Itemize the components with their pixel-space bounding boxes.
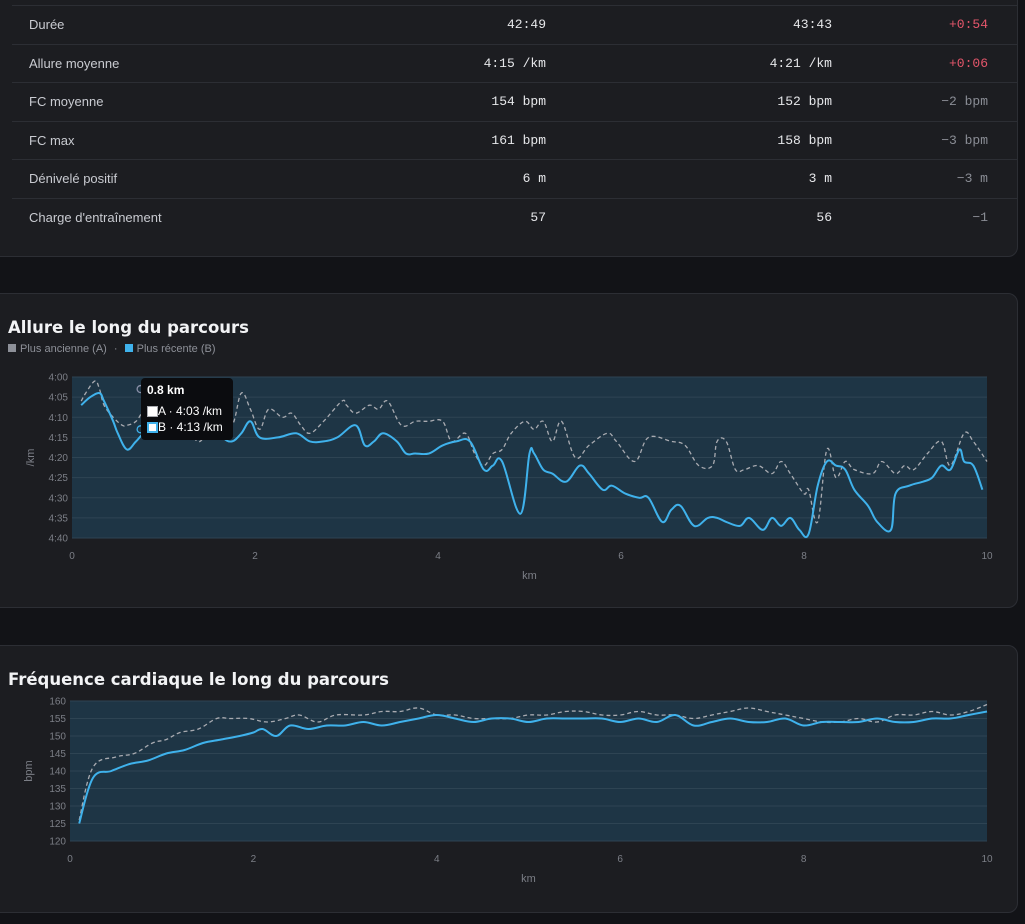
stat-value-a: 42:49 bbox=[506, 17, 546, 32]
x-tick-label: 4 bbox=[435, 551, 441, 562]
tooltip-line-a: A · 4:03 /km bbox=[147, 404, 222, 418]
pace-legend: Plus ancienne (A) · Plus récente (B) bbox=[8, 343, 216, 355]
x-tick-label: 4 bbox=[434, 854, 440, 865]
x-tick-label: 6 bbox=[617, 854, 623, 865]
stat-value-a: 161 bpm bbox=[491, 132, 546, 148]
stat-delta: +0:06 bbox=[948, 55, 988, 71]
stats-row: FC max 161 bpm 158 bpm −3 bpm bbox=[12, 120, 1018, 159]
stat-value-a: 154 bpm bbox=[491, 94, 546, 110]
legend-separator: · bbox=[113, 343, 118, 355]
tooltip-swatch-a bbox=[147, 406, 158, 417]
tooltip-value-a: A · 4:03 /km bbox=[158, 404, 223, 418]
y-tick-label: 155 bbox=[49, 714, 66, 725]
stat-delta: −3 m bbox=[956, 171, 988, 187]
x-tick-label: 0 bbox=[69, 551, 75, 562]
legend-item-b[interactable]: Plus récente (B) bbox=[124, 343, 216, 355]
y-tick-label: 160 bbox=[49, 697, 66, 708]
x-axis-label: km bbox=[522, 570, 537, 582]
y-tick-label: 4:40 bbox=[49, 534, 69, 545]
x-tick-label: 10 bbox=[981, 551, 993, 562]
y-tick-label: 4:00 bbox=[49, 373, 69, 384]
stat-label: Durée bbox=[29, 17, 65, 32]
stat-value-b: 152 bpm bbox=[777, 94, 832, 110]
y-tick-label: 4:05 bbox=[49, 393, 69, 404]
hr-chart-title: Fréquence cardiaque le long du parcours bbox=[8, 670, 389, 689]
stats-row: FC moyenne 154 bpm 152 bpm −2 bpm bbox=[12, 82, 1018, 120]
stat-value-a: 57 bbox=[530, 210, 546, 225]
stat-label: Charge d'entraînement bbox=[29, 210, 162, 225]
x-tick-label: 10 bbox=[981, 854, 993, 865]
series-line-a bbox=[80, 380, 988, 524]
stat-value-b: 56 bbox=[816, 210, 832, 225]
y-tick-label: 145 bbox=[49, 749, 66, 760]
stats-row: Dénivelé positif 6 m 3 m −3 m bbox=[12, 159, 1018, 197]
stat-value-b: 4:21 /km bbox=[769, 55, 832, 71]
y-tick-label: 4:20 bbox=[49, 453, 69, 464]
tooltip-value-b: B · 4:13 /km bbox=[158, 420, 223, 434]
x-tick-label: 0 bbox=[67, 854, 73, 865]
y-tick-label: 120 bbox=[49, 837, 66, 848]
series-line-b bbox=[78, 710, 988, 824]
y-tick-label: 140 bbox=[49, 767, 66, 778]
chart-tooltip: 0.8 km A · 4:03 /km B · 4:13 /km bbox=[141, 378, 233, 440]
tooltip-title: 0.8 km bbox=[147, 383, 185, 397]
x-tick-label: 8 bbox=[801, 551, 807, 562]
x-tick-label: 6 bbox=[618, 551, 624, 562]
x-tick-label: 2 bbox=[252, 551, 258, 562]
legend-swatch-a bbox=[8, 344, 16, 352]
y-tick-label: 4:15 bbox=[49, 433, 69, 444]
x-axis-label: km bbox=[521, 873, 536, 885]
stat-delta: +0:54 bbox=[948, 17, 988, 32]
stat-delta: −3 bpm bbox=[941, 132, 988, 148]
legend-label-a: Plus ancienne (A) bbox=[20, 343, 107, 355]
stats-row: Allure moyenne 4:15 /km 4:21 /km +0:06 bbox=[12, 43, 1018, 82]
y-tick-label: 135 bbox=[49, 784, 66, 795]
legend-swatch-b bbox=[124, 344, 133, 352]
stats-row: Charge d'entraînement 57 56 −1 bbox=[12, 198, 1018, 236]
legend-item-a[interactable]: Plus ancienne (A) bbox=[8, 343, 107, 355]
stat-value-a: 4:15 /km bbox=[483, 55, 546, 71]
stat-label: FC moyenne bbox=[29, 94, 104, 110]
x-tick-label: 8 bbox=[801, 854, 807, 865]
legend-label-b: Plus récente (B) bbox=[136, 343, 216, 355]
stat-delta: −2 bpm bbox=[941, 94, 988, 110]
x-tick-label: 2 bbox=[251, 854, 257, 865]
stat-delta: −1 bbox=[972, 210, 988, 225]
y-tick-label: 130 bbox=[49, 802, 66, 813]
y-axis-label: bpm bbox=[23, 760, 35, 781]
stats-row: Durée 42:49 43:43 +0:54 bbox=[12, 5, 1018, 43]
y-tick-label: 4:10 bbox=[49, 413, 69, 424]
y-axis-label: /km bbox=[25, 449, 37, 467]
y-tick-label: 4:30 bbox=[49, 493, 69, 504]
y-tick-label: 4:25 bbox=[49, 473, 69, 484]
pace-chart-title: Allure le long du parcours bbox=[8, 318, 249, 337]
y-tick-label: 4:35 bbox=[49, 513, 69, 524]
y-tick-label: 150 bbox=[49, 732, 66, 743]
stat-label: Allure moyenne bbox=[29, 55, 120, 71]
y-tick-label: 125 bbox=[49, 819, 66, 830]
stat-value-b: 3 m bbox=[808, 171, 832, 187]
stat-value-a: 6 m bbox=[522, 171, 546, 187]
stat-value-b: 43:43 bbox=[792, 17, 832, 32]
stat-label: Dénivelé positif bbox=[29, 171, 118, 187]
stat-label: FC max bbox=[29, 132, 75, 148]
tooltip-line-b: B · 4:13 /km bbox=[147, 420, 223, 434]
stat-value-b: 158 bpm bbox=[777, 132, 832, 148]
tooltip-swatch-b bbox=[147, 422, 158, 433]
stats-comparison-card bbox=[0, 0, 1018, 257]
